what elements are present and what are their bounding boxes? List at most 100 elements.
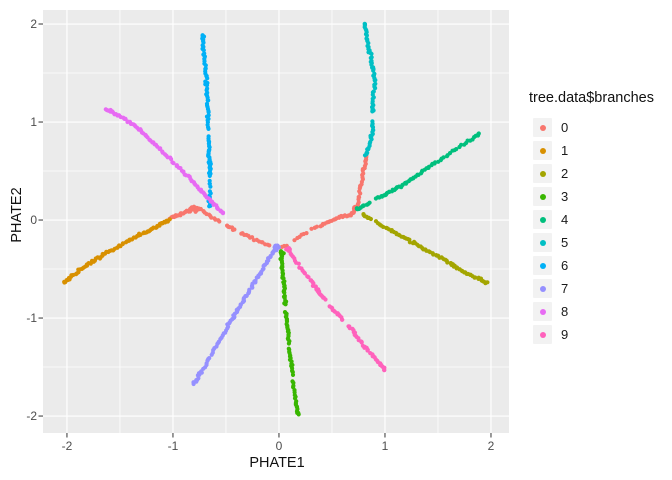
data-point	[365, 347, 370, 352]
data-point	[302, 271, 307, 276]
legend-dot-icon	[539, 216, 546, 223]
series-branch-5	[362, 21, 378, 158]
data-point	[209, 352, 214, 357]
data-point	[217, 219, 222, 224]
series-branch-0	[167, 153, 369, 250]
series-branch-7	[191, 243, 281, 387]
y-axis-title: PHATE2	[9, 187, 25, 243]
legend-dot-icon	[539, 308, 546, 315]
legend-item-1: 1	[533, 139, 654, 162]
data-point	[254, 275, 259, 280]
data-point	[445, 260, 450, 265]
legend-label: 8	[561, 304, 569, 319]
data-point	[459, 142, 464, 147]
data-point	[433, 160, 438, 165]
data-point	[191, 381, 196, 387]
data-point	[296, 412, 301, 417]
series-branch-6	[200, 33, 213, 209]
data-point	[250, 285, 255, 290]
data-point	[279, 251, 284, 257]
data-point	[207, 173, 212, 178]
legend-label: 7	[561, 281, 569, 296]
legend-label: 1	[561, 143, 569, 158]
y-tick-label: -1	[26, 311, 37, 326]
series-branch-4	[354, 131, 481, 212]
y-tick-label: 0	[30, 213, 37, 228]
data-point	[473, 275, 478, 280]
legend-dot-icon	[539, 331, 546, 338]
legend-label: 6	[561, 258, 569, 273]
legend-item-0: 0	[533, 116, 654, 139]
data-point	[370, 119, 375, 124]
legend-label: 9	[561, 327, 569, 342]
data-point	[476, 131, 481, 136]
y-tick-label: 1	[30, 115, 37, 130]
legend-key	[533, 302, 552, 321]
data-point	[359, 340, 364, 345]
data-point	[203, 63, 208, 68]
legend-label: 0	[561, 120, 569, 135]
legend-label: 3	[561, 189, 569, 204]
data-point	[232, 227, 237, 232]
data-point	[356, 200, 361, 205]
data-point	[201, 48, 206, 53]
data-point	[369, 55, 374, 60]
data-point	[157, 146, 162, 152]
legend-dot-icon	[539, 147, 546, 154]
data-point	[323, 297, 328, 302]
legend-item-9: 9	[533, 323, 654, 346]
legend-key	[533, 256, 552, 275]
legend-label: 4	[561, 212, 569, 227]
series-branch-2	[361, 212, 490, 286]
data-point	[371, 89, 376, 94]
y-tick-label: -2	[26, 409, 37, 424]
data-point	[206, 126, 211, 131]
series-branch-8	[103, 107, 226, 216]
legend-dot-icon	[539, 239, 546, 246]
data-point	[309, 226, 314, 231]
series-branch-3	[278, 249, 301, 417]
x-tick-label: -1	[167, 439, 179, 453]
data-point	[356, 194, 361, 200]
legend-item-5: 5	[533, 231, 654, 254]
data-point	[204, 83, 210, 88]
data-point	[220, 211, 226, 216]
data-point	[206, 110, 211, 115]
data-point	[340, 317, 345, 322]
legend-key	[533, 210, 552, 229]
x-tick-label: 0	[275, 439, 283, 453]
data-point	[368, 216, 373, 222]
y-tick-label: 2	[30, 17, 37, 31]
legend-label: 5	[561, 235, 569, 250]
data-point	[364, 36, 369, 41]
legend-item-8: 8	[533, 300, 654, 323]
data-point	[362, 21, 367, 26]
legend-dot-icon	[539, 285, 546, 292]
data-point	[283, 302, 288, 307]
data-point	[267, 243, 272, 248]
legend-item-7: 7	[533, 277, 654, 300]
legend-dot-icon	[539, 193, 546, 200]
data-point	[454, 147, 459, 152]
data-point	[382, 367, 387, 373]
data-point	[169, 157, 174, 162]
data-point	[367, 200, 372, 205]
legend-key	[533, 325, 552, 344]
legend: tree.data$branches 0 1 2 3 4 5 6 7 8 9	[529, 90, 654, 346]
data-point	[306, 275, 311, 280]
data-point	[286, 341, 291, 346]
legend-dot-icon	[539, 124, 546, 131]
data-point	[207, 204, 212, 209]
data-point	[193, 209, 198, 214]
legend-key	[533, 141, 552, 160]
legend-items: 0 1 2 3 4 5 6 7 8 9	[533, 116, 654, 346]
legend-label: 2	[561, 166, 569, 181]
series-branch-1	[62, 217, 172, 285]
data-point	[365, 150, 370, 155]
data-point	[171, 161, 176, 166]
legend-dot-icon	[539, 170, 546, 177]
legend-dot-icon	[539, 262, 546, 269]
data-point	[275, 244, 280, 249]
